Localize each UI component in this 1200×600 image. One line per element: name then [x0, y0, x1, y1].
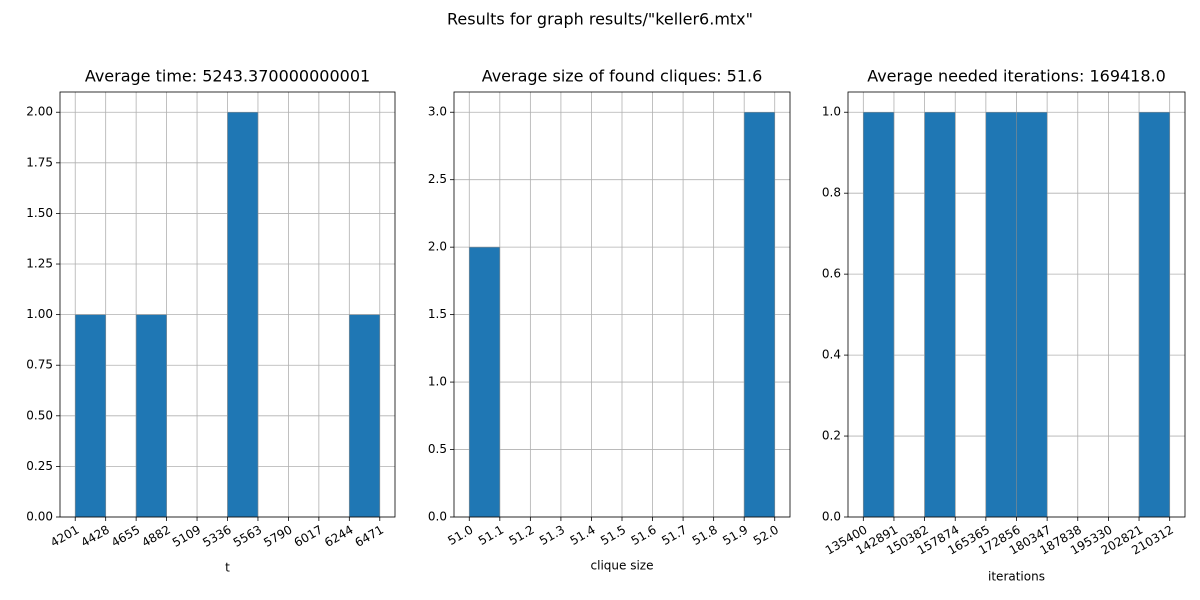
- y-tick-label: 0.2: [822, 429, 841, 443]
- subplot-title: Average size of found cliques: 51.6: [482, 67, 763, 86]
- x-tick-label: 4201: [48, 523, 81, 550]
- x-tick-label: 4882: [139, 523, 172, 550]
- y-tick-label: 0.50: [26, 408, 53, 422]
- y-tick-label: 0.00: [26, 510, 53, 524]
- subplot: Average time: 5243.370000000001420144284…: [26, 67, 396, 575]
- y-tick-label: 1.50: [26, 206, 53, 220]
- y-tick-label: 2.5: [428, 172, 447, 186]
- x-axis-label: clique size: [591, 559, 654, 573]
- bar: [1016, 111, 1048, 518]
- x-tick-label: 51.3: [537, 523, 567, 548]
- x-tick-label: 4428: [78, 523, 111, 550]
- x-tick-label: 4655: [109, 523, 142, 550]
- bar: [743, 111, 775, 518]
- y-tick-label: 3.0: [428, 105, 447, 119]
- subplot-title: Average needed iterations: 169418.0: [867, 67, 1166, 86]
- bar: [985, 111, 1017, 518]
- bar: [349, 314, 381, 518]
- y-tick-label: 1.25: [26, 257, 53, 271]
- y-tick-label: 0.25: [26, 459, 53, 473]
- bar: [924, 111, 956, 518]
- bar: [469, 246, 501, 518]
- y-tick-label: 1.00: [26, 307, 53, 321]
- y-tick-label: 0.0: [822, 510, 841, 524]
- y-tick-label: 1.0: [822, 105, 841, 119]
- x-tick-label: 5790: [261, 523, 294, 550]
- subplot-title: Average time: 5243.370000000001: [85, 67, 370, 86]
- x-axis-label: t: [225, 561, 230, 575]
- x-tick-label: 51.8: [690, 523, 720, 548]
- bar: [227, 111, 259, 518]
- y-tick-label: 0.4: [822, 348, 841, 362]
- y-tick-label: 0.5: [428, 442, 447, 456]
- bar: [1138, 111, 1170, 518]
- x-tick-label: 52.0: [751, 523, 781, 548]
- y-tick-label: 2.0: [428, 240, 447, 254]
- subplot: Average size of found cliques: 51.651.0 5…: [428, 67, 791, 573]
- x-tick-label: 51.4: [568, 523, 598, 548]
- x-tick-label: 51.0: [445, 523, 475, 548]
- y-tick-label: 0.8: [822, 186, 841, 200]
- x-tick-label: 51.9: [720, 523, 750, 548]
- x-tick-label: 51.7: [659, 523, 689, 548]
- y-tick-label: 2.00: [26, 105, 53, 119]
- bar: [863, 111, 895, 518]
- x-tick-label: 6471: [353, 523, 386, 550]
- x-tick-label: 51.6: [629, 523, 659, 548]
- x-tick-label: 51.5: [598, 523, 628, 548]
- y-tick-label: 0.0: [428, 510, 447, 524]
- bar: [74, 314, 106, 518]
- y-tick-label: 1.0: [428, 375, 447, 389]
- x-tick-label: 51.2: [506, 523, 536, 548]
- x-tick-label: 6017: [292, 523, 325, 550]
- y-tick-label: 0.6: [822, 267, 841, 281]
- x-tick-label: 51.1: [476, 523, 506, 548]
- y-tick-label: 1.75: [26, 155, 53, 169]
- x-tick-label: 5336: [200, 523, 233, 550]
- x-tick-label: 5563: [231, 523, 264, 550]
- figure-title: Results for graph results/"keller6.mtx": [447, 10, 753, 29]
- x-tick-label: 5109: [170, 523, 203, 550]
- x-axis-label: iterations: [988, 570, 1045, 584]
- bar: [135, 314, 167, 518]
- y-tick-label: 1.5: [428, 307, 447, 321]
- y-tick-label: 0.75: [26, 358, 53, 372]
- x-tick-label: 6244: [322, 523, 355, 550]
- subplot: Average needed iterations: 169418.013540…: [822, 67, 1186, 584]
